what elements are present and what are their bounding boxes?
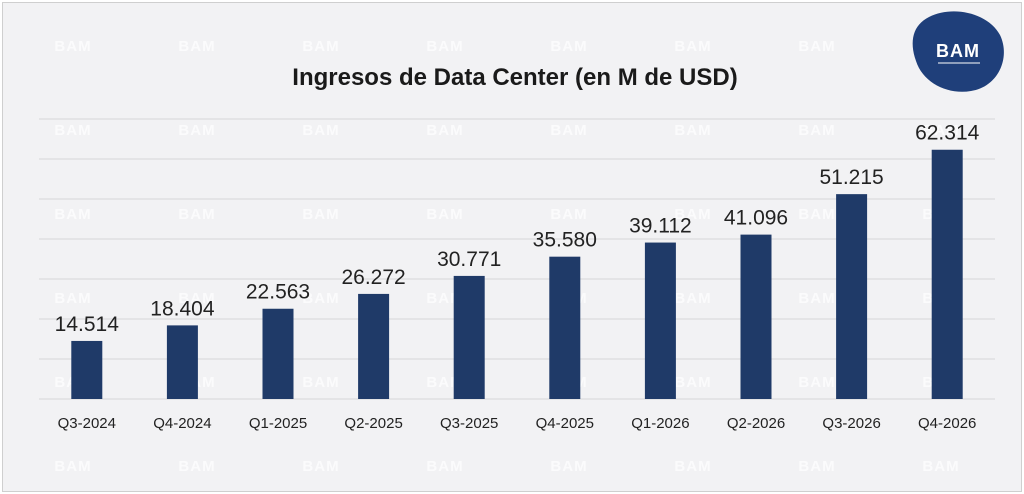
watermark-text: BAM	[798, 206, 835, 223]
data-label: 30.771	[437, 248, 501, 271]
x-tick-label: Q4-2025	[536, 415, 594, 432]
data-label: 35.580	[533, 229, 597, 252]
watermark-layer: BAM BAM BAM BAM BAM BAM BAM BAM BAM BAM BAM BAM BAM B…	[54, 38, 959, 475]
watermark-text: BAM	[54, 458, 91, 475]
watermark-text: BAM	[550, 206, 587, 223]
data-label: 26.272	[341, 266, 405, 289]
bar	[644, 242, 676, 399]
x-tick-label: Q1-2025	[249, 415, 307, 432]
data-label: 18.404	[150, 297, 215, 320]
watermark-text: BAM	[54, 122, 91, 139]
bar	[740, 234, 772, 399]
data-label: 51.215	[819, 166, 883, 189]
watermark-text: BAM	[674, 290, 711, 307]
watermark-text: BAM	[426, 122, 463, 139]
logo-blob	[912, 11, 1004, 92]
watermark-text: BAM	[674, 206, 711, 223]
watermark-text: BAM	[922, 458, 959, 475]
watermark-text: BAM	[550, 122, 587, 139]
watermark-text: BAM	[674, 38, 711, 55]
bam-logo: BAM	[912, 11, 1004, 92]
x-axis-ticks: Q3-2024 Q4-2024 Q1-2025 Q2-2025 Q3-2025 Q4-20…	[58, 415, 977, 432]
watermark-text: BAM	[302, 458, 339, 475]
x-tick-label: Q2-2026	[727, 415, 785, 432]
x-tick-label: Q1-2026	[631, 415, 689, 432]
bar	[166, 325, 198, 399]
watermark-text: BAM	[674, 458, 711, 475]
watermark-text: BAM	[922, 122, 959, 139]
watermark-text: BAM	[426, 290, 463, 307]
chart-title: Ingresos de Data Center (en M de USD)	[292, 64, 737, 91]
watermark-text: BAM	[798, 122, 835, 139]
watermark-text: BAM	[426, 38, 463, 55]
watermark-text: BAM	[54, 290, 91, 307]
bar	[931, 149, 963, 399]
watermark-text: BAM	[302, 38, 339, 55]
gridlines	[39, 118, 995, 400]
watermark-text: BAM	[426, 374, 463, 391]
watermark-text: BAM	[302, 206, 339, 223]
x-tick-label: Q4-2024	[153, 415, 211, 432]
x-tick-label: Q4-2026	[918, 415, 976, 432]
watermark-text: BAM	[426, 458, 463, 475]
watermark-text: BAM	[178, 458, 215, 475]
watermark-text: BAM	[798, 38, 835, 55]
watermark-text: BAM	[178, 122, 215, 139]
bar	[71, 340, 103, 399]
bar	[836, 194, 868, 399]
data-label: 22.563	[246, 281, 310, 304]
watermark-text: BAM	[426, 206, 463, 223]
watermark-text: BAM	[798, 374, 835, 391]
x-tick-label: Q3-2025	[440, 415, 498, 432]
watermark-text: BAM	[178, 206, 215, 223]
bar	[453, 275, 485, 399]
watermark-text: BAM	[178, 290, 215, 307]
logo-text: BAM	[936, 41, 980, 61]
watermark-text: BAM	[674, 122, 711, 139]
watermark-text: BAM	[550, 458, 587, 475]
watermark-text: BAM	[302, 290, 339, 307]
bar	[549, 256, 581, 399]
x-tick-label: Q2-2025	[344, 415, 402, 432]
data-label: 62.314	[915, 122, 980, 145]
watermark-text: BAM	[54, 38, 91, 55]
watermark-text: BAM	[798, 458, 835, 475]
data-label: 39.112	[629, 215, 692, 238]
data-label: 14.514	[55, 313, 120, 336]
bar	[262, 308, 294, 399]
data-labels: 14.514 18.404 22.563 26.272 30.771 35.580 39.1…	[55, 122, 980, 336]
bars	[71, 149, 963, 399]
watermark-text: BAM	[302, 122, 339, 139]
watermark-text: BAM	[302, 374, 339, 391]
bar-chart: BAM BAM BAM BAM BAM BAM BAM BAM BAM BAM BAM BAM BAM B…	[39, 11, 1004, 475]
watermark-text: BAM	[550, 38, 587, 55]
x-tick-label: Q3-2024	[58, 415, 116, 432]
data-label: 41.096	[724, 207, 788, 230]
watermark-text: BAM	[674, 374, 711, 391]
watermark-text: BAM	[54, 206, 91, 223]
watermark-text: BAM	[178, 38, 215, 55]
bar	[358, 293, 390, 399]
watermark-text: BAM	[798, 290, 835, 307]
x-tick-label: Q3-2026	[822, 415, 880, 432]
